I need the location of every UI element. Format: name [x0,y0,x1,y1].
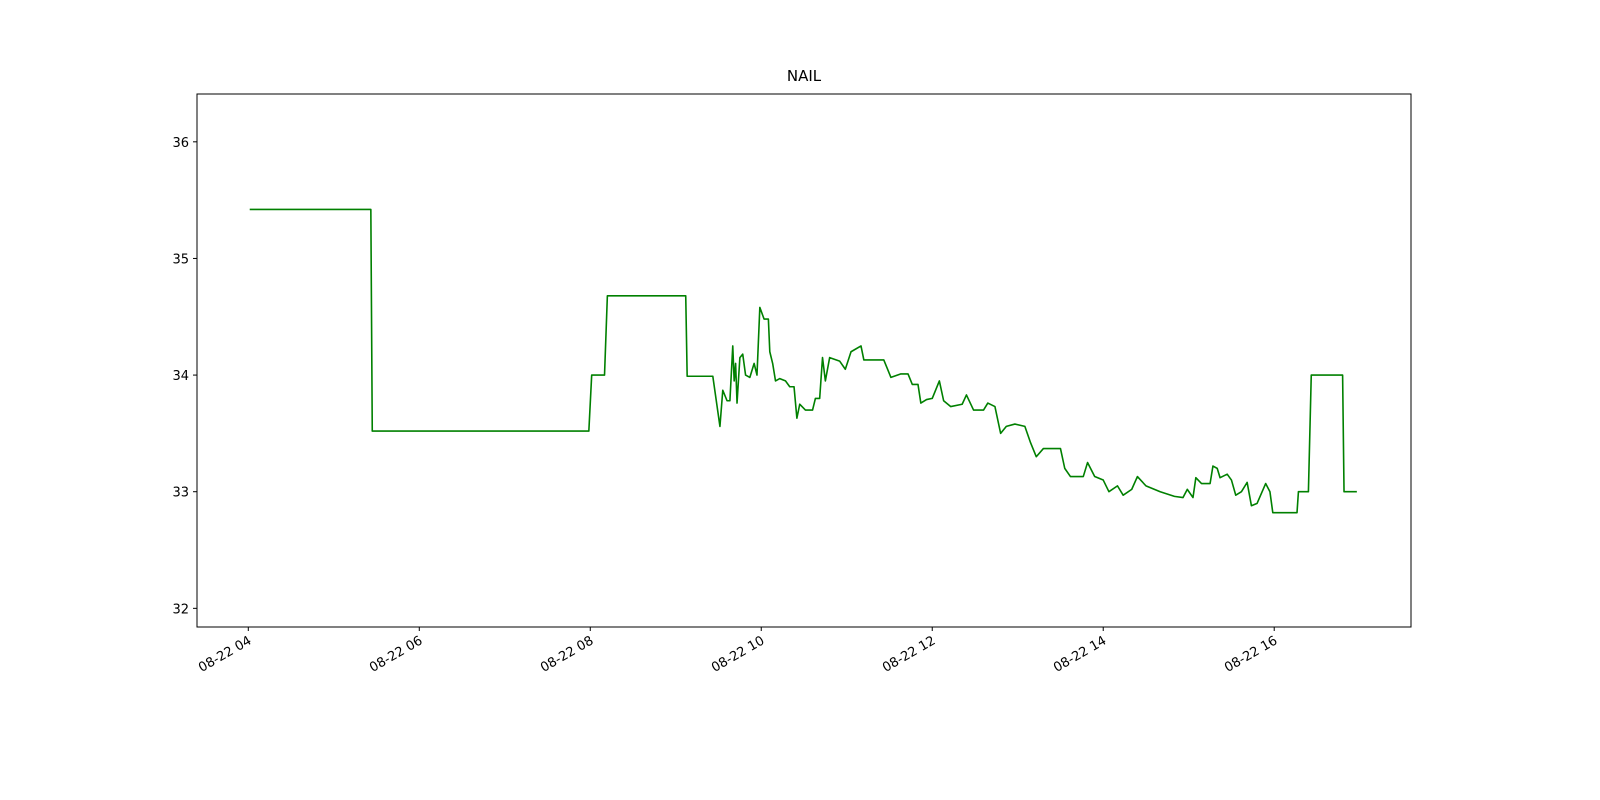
y-tick-label: 36 [172,136,189,151]
y-tick-label: 34 [172,369,189,384]
y-tick-label: 35 [172,252,189,267]
x-tick-label: 08-22 14 [1051,633,1109,675]
x-tick-label: 08-22 04 [196,633,254,675]
x-tick-label: 08-22 10 [709,633,767,675]
x-tick-label: 08-22 06 [367,633,425,675]
price-line [249,208,1357,514]
plot-frame [196,93,1412,628]
y-tick-label: 32 [172,602,189,617]
chart-title: NAIL [787,67,822,85]
x-tick-label: 08-22 16 [1222,633,1280,675]
x-tick-label: 08-22 12 [880,633,938,675]
x-tick-label: 08-22 08 [538,633,596,675]
y-tick-label: 33 [172,486,189,501]
